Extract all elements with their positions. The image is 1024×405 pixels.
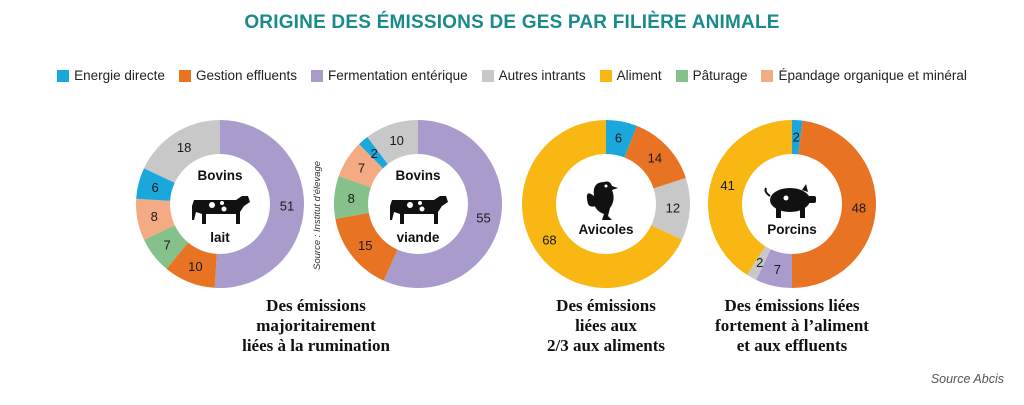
center-label: Avicoles: [578, 222, 633, 237]
legend-swatch: [599, 69, 612, 82]
caption-aliment-effluents: Des émissions liées fortement à l’alimen…: [692, 296, 892, 356]
caption-line: Des émissions: [556, 296, 656, 315]
caption-rumination: Des émissions majoritairement liées à la…: [216, 296, 416, 356]
legend-swatch: [675, 69, 688, 82]
slice-value-label: 7: [774, 262, 781, 277]
slice-value-label: 8: [348, 191, 355, 206]
legend-item: Fermentation entérique: [311, 68, 468, 83]
donut-slice: [792, 120, 803, 155]
legend: Energie directe Gestion effluents Fermenta…: [0, 68, 1024, 83]
legend-item: Autres intrants: [481, 68, 586, 83]
caption-line: fortement à l’aliment: [715, 316, 869, 335]
slice-value-label: 2: [371, 146, 378, 161]
legend-label: Fermentation entérique: [328, 68, 468, 83]
chart-title: ORIGINE DES ÉMISSIONS DE GES PAR FILIÈRE…: [244, 12, 780, 33]
slice-value-label: 7: [163, 238, 170, 253]
legend-label: Aliment: [616, 68, 662, 83]
source-abcis: Source Abcis: [930, 372, 1004, 386]
legend-swatch: [481, 69, 494, 82]
slice-value-label: 10: [188, 259, 202, 274]
source-institut: Source : Institut d'élevage: [312, 140, 332, 270]
legend-swatch: [311, 69, 324, 82]
slice-value-label: 6: [151, 180, 158, 195]
donut-avicoles: 6 14 12 68 Avicoles: [518, 116, 694, 292]
slice-value-label: 18: [177, 140, 191, 155]
legend-swatch: [178, 69, 191, 82]
donut-slice: [746, 246, 771, 281]
slice-value-label: 51: [280, 199, 294, 214]
donut-slice: [651, 178, 690, 240]
donut-slice: [708, 120, 792, 275]
caption-line: Des émissions: [266, 296, 366, 315]
center-label: viande: [397, 230, 440, 245]
caption-line: et aux effluents: [736, 336, 848, 355]
source-institut-text: Source : Institut d'élevage: [312, 160, 323, 270]
center-label: Bovins: [197, 168, 242, 183]
legend-item: Épandage organique et minéral: [761, 68, 967, 83]
donut-slice: [383, 120, 503, 288]
caption-line: 2/3 aux aliments: [546, 336, 666, 355]
donut-slice: [166, 242, 217, 288]
cow-icon: [192, 196, 250, 224]
slice-value-label: 7: [358, 161, 365, 176]
slice-value-label: 12: [666, 201, 680, 216]
donut-porcins: 2 48 7 2 41 Porcins: [704, 116, 880, 292]
slice-value-label: 10: [389, 133, 403, 148]
center-label: lait: [210, 230, 230, 245]
pig-icon: [764, 184, 816, 218]
slice-value-label: 14: [648, 151, 662, 166]
legend-label: Pâturage: [692, 68, 748, 83]
donut-slice: [624, 125, 686, 189]
caption-line: majoritairement: [256, 316, 376, 335]
legend-swatch: [57, 69, 70, 82]
legend-label: Gestion effluents: [195, 68, 298, 83]
legend-item: Aliment: [599, 68, 662, 83]
legend-label: Autres intrants: [498, 68, 586, 83]
legend-swatch: [761, 69, 774, 82]
slice-value-label: 8: [151, 209, 158, 224]
slice-value-label: 55: [476, 211, 490, 226]
caption-line: liées aux: [575, 316, 637, 335]
center-label: Porcins: [767, 222, 817, 237]
donut-slice: [334, 175, 371, 219]
chicken-icon: [586, 181, 618, 220]
donut-slice: [606, 120, 637, 158]
slice-value-label: 41: [720, 178, 734, 193]
donut-bovins-lait: 51 10 7 8 6 18 Bovins lait: [132, 116, 308, 292]
slice-value-label: 48: [852, 201, 866, 216]
center-label: Bovins: [395, 168, 440, 183]
donut-bovins-viande: 55 15 8 7 2 10 Bovins viande: [330, 116, 506, 292]
donut-slice: [756, 249, 792, 288]
donut-slice: [522, 120, 683, 288]
donut-slice: [359, 137, 388, 169]
slice-value-label: 2: [756, 255, 763, 270]
slice-value-label: 6: [615, 131, 622, 146]
legend-label: Energie directe: [74, 68, 165, 83]
slice-value-label: 2: [793, 130, 800, 145]
donut-slice: [335, 212, 398, 281]
cow-icon: [390, 196, 448, 224]
legend-item: Gestion effluents: [178, 68, 298, 83]
caption-line: Des émissions liées: [724, 296, 860, 315]
donut-slice: [338, 144, 383, 188]
slice-value-label: 68: [542, 232, 556, 247]
donut-slice: [143, 120, 220, 183]
legend-item: Pâturage: [675, 68, 748, 83]
donut-slice: [136, 198, 175, 240]
legend-label: Épandage organique et minéral: [778, 68, 967, 83]
legend-item: Energie directe: [57, 68, 165, 83]
donut-slice: [214, 120, 305, 288]
donut-slice: [367, 120, 418, 165]
donut-slice: [136, 168, 175, 201]
donut-slice: [143, 225, 189, 269]
caption-line: liées à la rumination: [242, 336, 390, 355]
caption-aliments: Des émissions liées aux 2/3 aux aliments: [506, 296, 706, 356]
donut-slice: [792, 120, 877, 288]
slice-value-label: 15: [358, 238, 372, 253]
